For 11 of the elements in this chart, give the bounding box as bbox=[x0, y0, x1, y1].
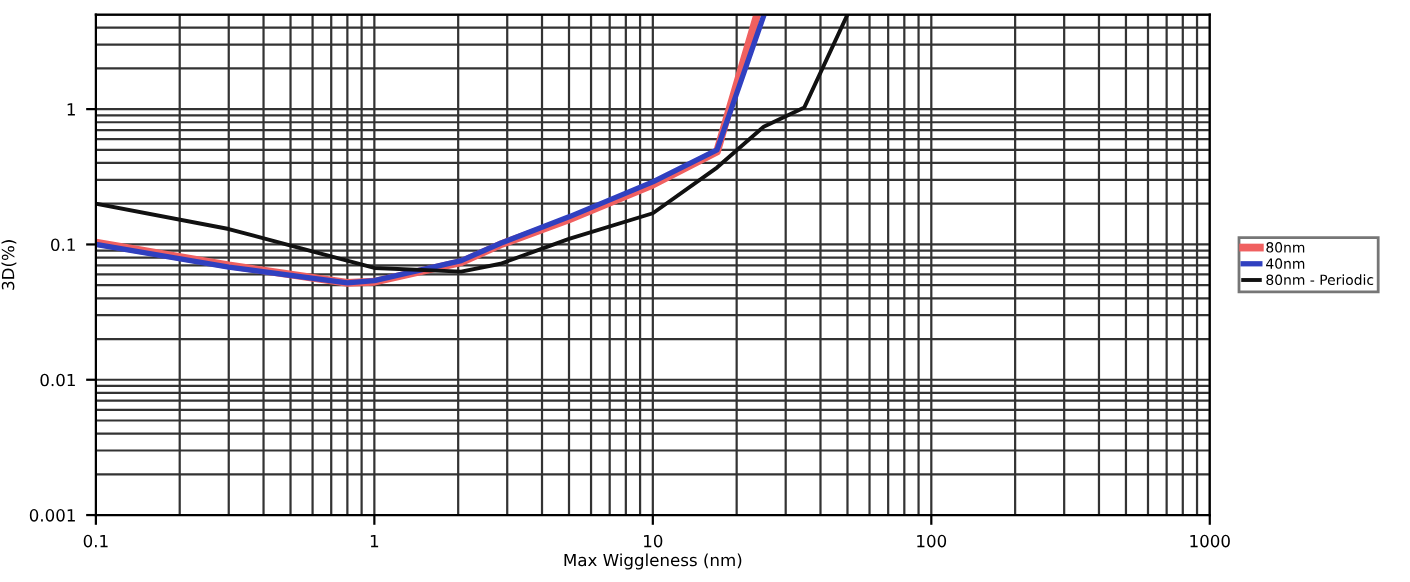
x-axis-title: Max Wiggleness (nm) bbox=[564, 553, 742, 570]
x-tick-label: 100 bbox=[917, 534, 947, 548]
x-tick-label: 10 bbox=[644, 534, 663, 548]
x-tick-label: 1000 bbox=[1190, 534, 1230, 548]
y-tick-label: 0.001 bbox=[29, 509, 75, 522]
y-tick-label: 1 bbox=[67, 103, 75, 116]
x-tick-label: 1 bbox=[370, 535, 379, 548]
x-tick-label: 0.1 bbox=[83, 534, 108, 548]
y-tick-label: 0.1 bbox=[51, 238, 75, 252]
y-tick-label: 0.01 bbox=[40, 373, 75, 387]
y-axis-title: 3D(%) bbox=[1, 240, 17, 290]
